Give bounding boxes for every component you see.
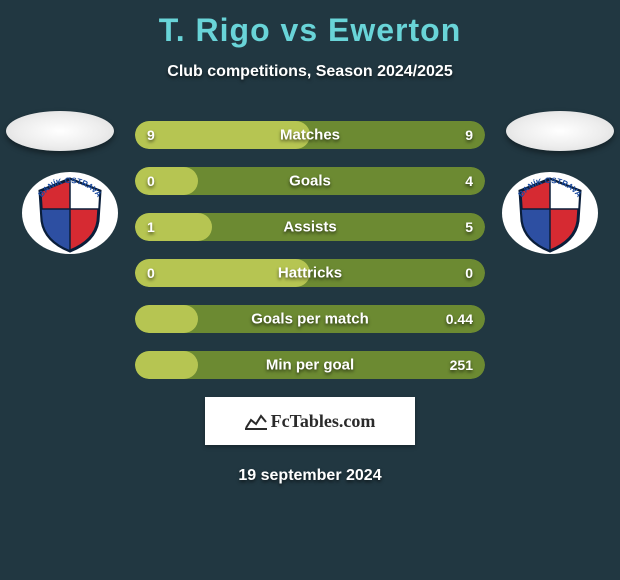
stat-label: Min per goal — [266, 357, 354, 374]
stat-row: Goals per match 0.44 — [135, 305, 485, 333]
stat-value-left: 9 — [147, 127, 155, 143]
stat-label: Goals per match — [251, 311, 369, 328]
stat-row: 0 Hattricks 0 — [135, 259, 485, 287]
stat-row: Min per goal 251 — [135, 351, 485, 379]
stat-bar-fill — [135, 305, 198, 333]
stat-row: 1 Assists 5 — [135, 213, 485, 241]
stat-bar-fill — [135, 351, 198, 379]
stats-container: 9 Matches 9 0 Goals 4 1 Assists 5 0 Hattricks 0 Goal… — [135, 121, 485, 379]
stat-row: 9 Matches 9 — [135, 121, 485, 149]
stat-value-left: 1 — [147, 219, 155, 235]
stat-label: Matches — [280, 127, 340, 144]
stat-value-left: 0 — [147, 265, 155, 281]
stat-value-right: 0 — [465, 265, 473, 281]
stat-label: Hattricks — [278, 265, 342, 282]
brand-label: FcTables.com — [271, 411, 376, 432]
stat-label: Goals — [289, 173, 331, 190]
player-avatar-left — [6, 111, 114, 151]
stat-label: Assists — [283, 219, 336, 236]
stat-value-right: 251 — [450, 357, 473, 373]
club-logo-right: BANÍK OSTRAVA — [500, 171, 600, 256]
stat-value-right: 0.44 — [446, 311, 473, 327]
club-logo-left: BANÍK OSTRAVA — [20, 171, 120, 256]
stat-bar-fill — [135, 167, 198, 195]
brand-badge[interactable]: FcTables.com — [205, 397, 415, 445]
player-avatar-right — [506, 111, 614, 151]
brand-logo-icon — [245, 412, 267, 430]
stat-value-right: 4 — [465, 173, 473, 189]
date-label: 19 september 2024 — [0, 467, 620, 485]
stat-value-left: 0 — [147, 173, 155, 189]
stat-row: 0 Goals 4 — [135, 167, 485, 195]
stat-value-right: 9 — [465, 127, 473, 143]
comparison-subtitle: Club competitions, Season 2024/2025 — [0, 63, 620, 81]
content-area: BANÍK OSTRAVA BANÍK OSTRAVA 9 Matches 9 0 Go… — [0, 121, 620, 485]
comparison-title: T. Rigo vs Ewerton — [0, 0, 620, 49]
stat-value-right: 5 — [465, 219, 473, 235]
